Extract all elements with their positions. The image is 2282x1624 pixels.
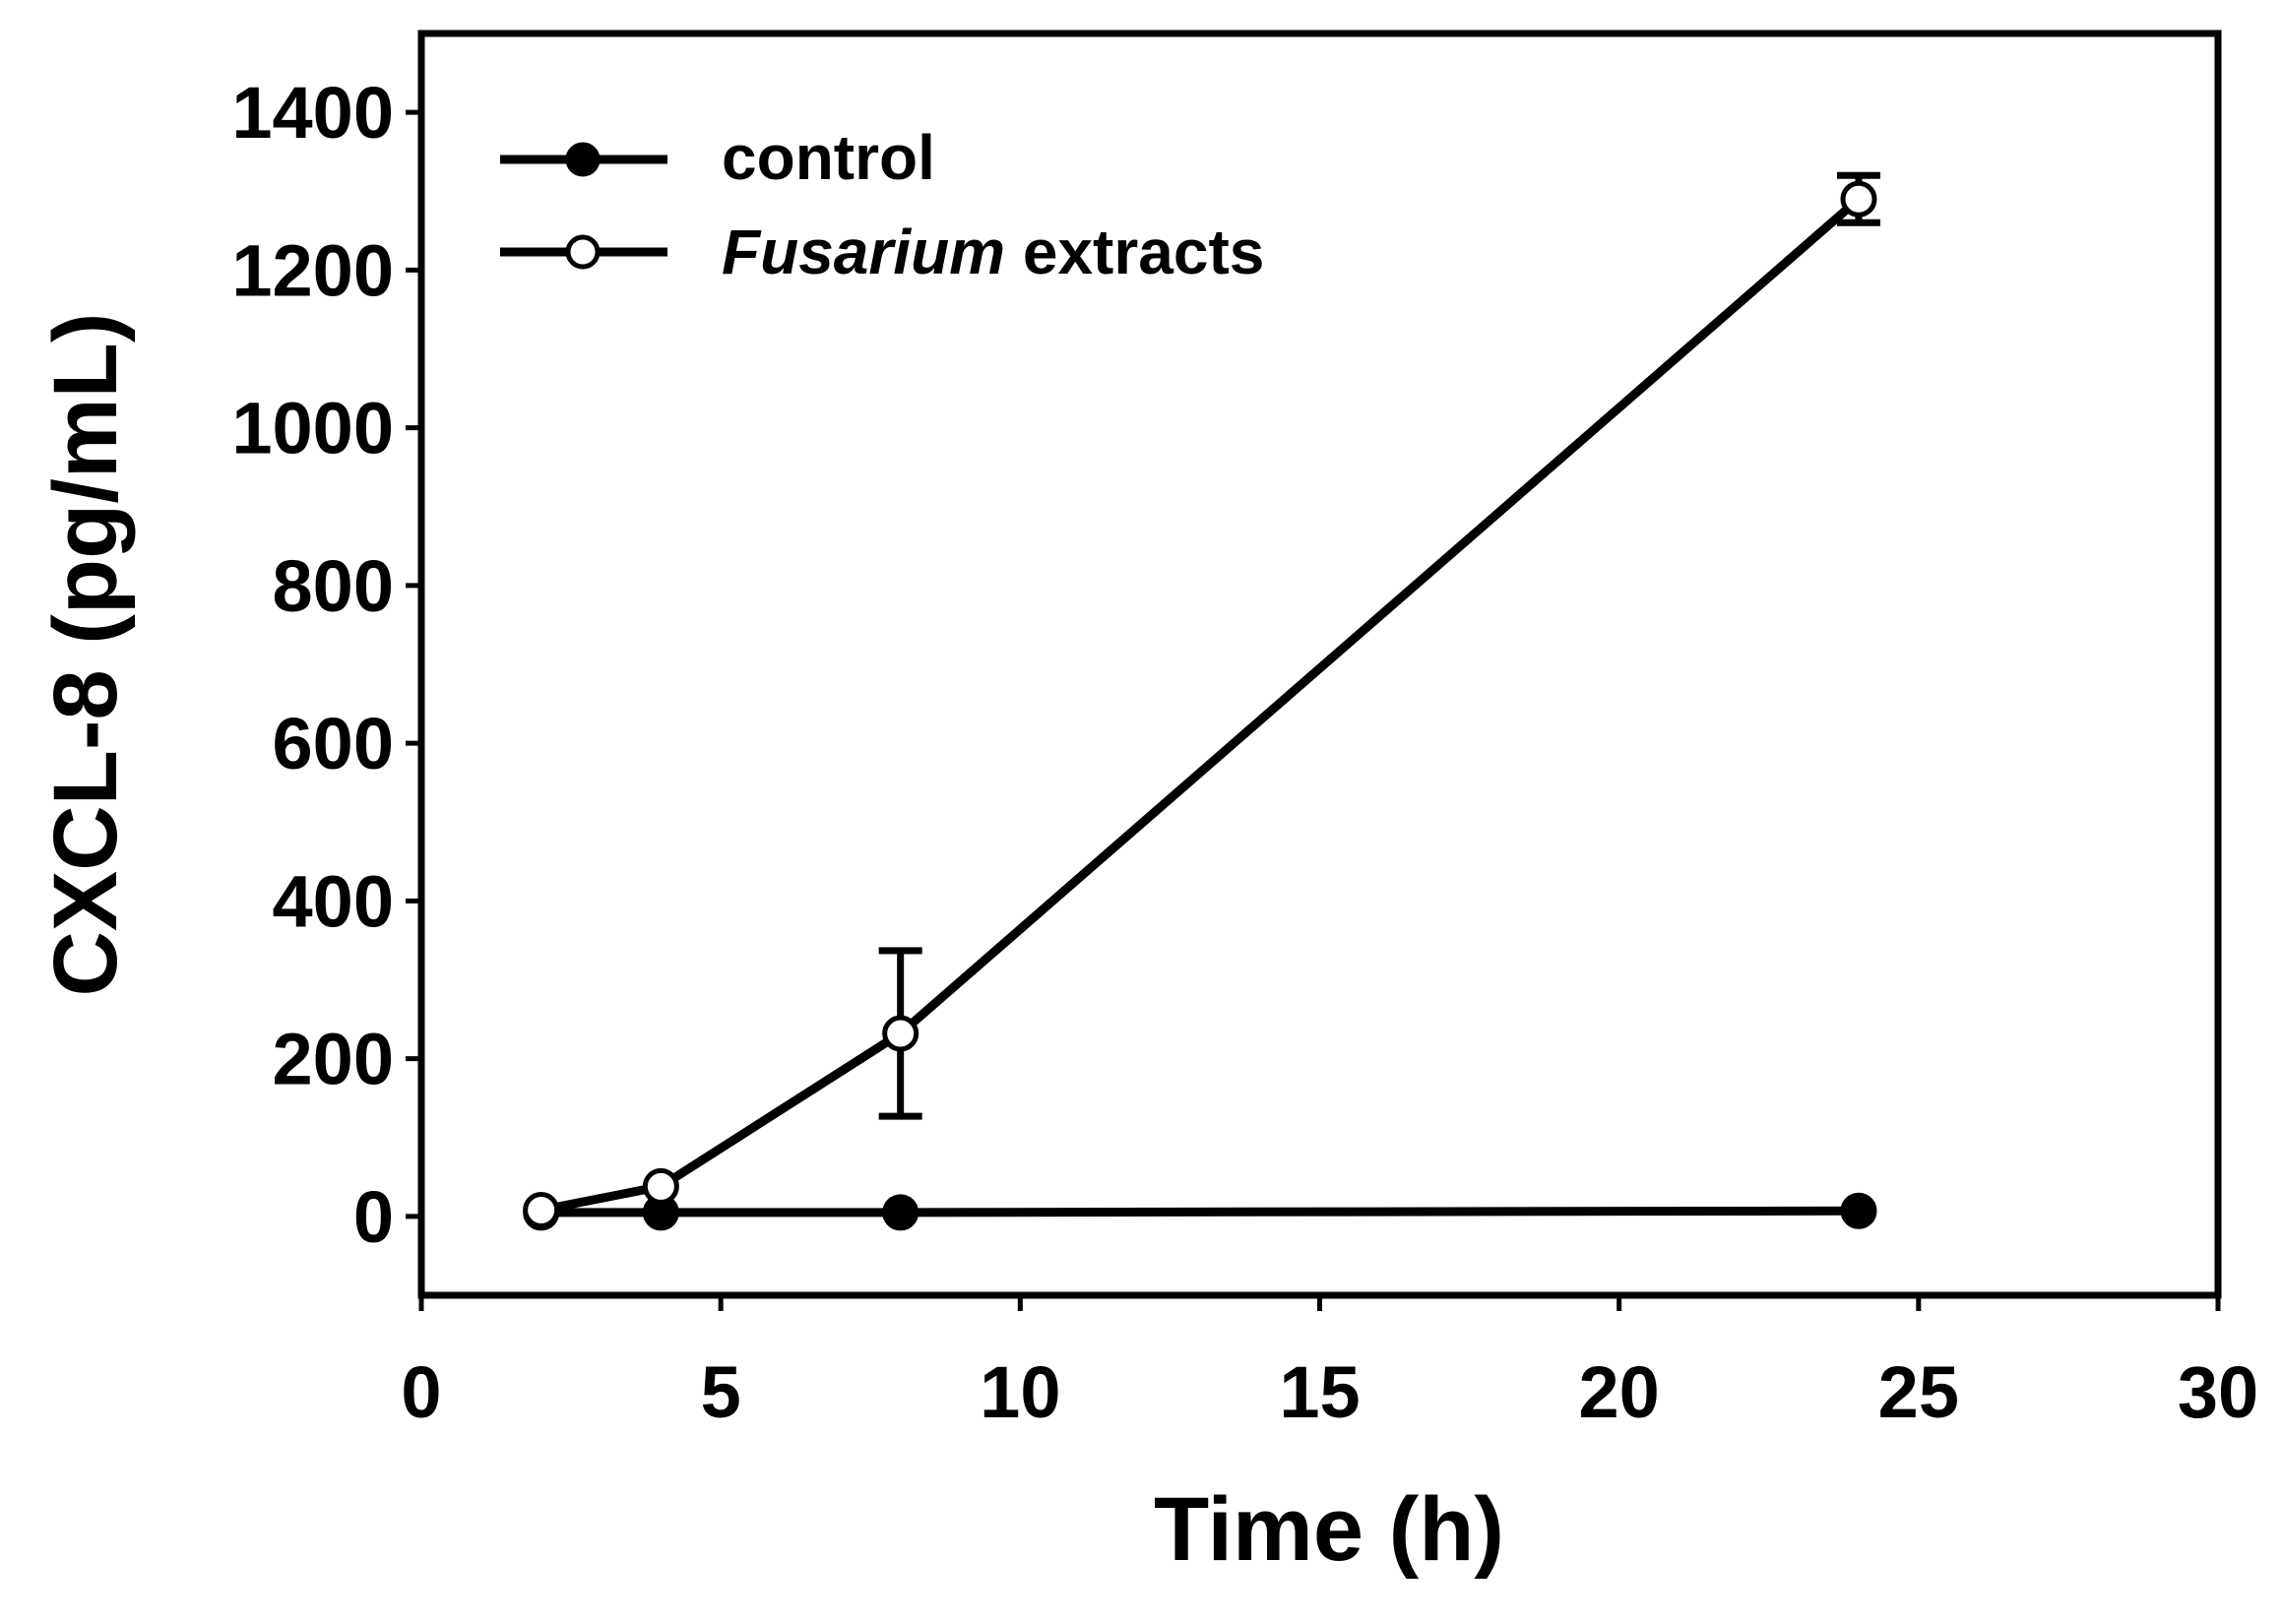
- y-axis: 0 200 400 600 800 1000 1200 1400: [231, 72, 421, 1258]
- data-point-fusarium: [882, 1015, 919, 1052]
- x-tick-label: 30: [2178, 1351, 2258, 1433]
- legend: control Fusarium extracts: [500, 122, 1264, 287]
- series-line-control: [540, 1206, 1860, 1218]
- y-tick-label: 800: [273, 545, 394, 627]
- series-control: [523, 1192, 1877, 1231]
- x-tick-label: 0: [401, 1351, 441, 1433]
- legend-label-control: control: [722, 122, 935, 193]
- y-tick-label: 1000: [231, 388, 394, 469]
- data-point-fusarium: [642, 1167, 679, 1205]
- x-tick-label: 20: [1579, 1351, 1660, 1433]
- legend-label-fusarium-rest: extracts: [1005, 217, 1264, 287]
- legend-marker-fusarium: [565, 234, 601, 270]
- series-fusarium: [523, 171, 1880, 1228]
- x-tick-label: 10: [980, 1351, 1060, 1433]
- data-point-control: [882, 1194, 919, 1231]
- y-tick-label: 600: [273, 703, 394, 784]
- x-tick-label: 15: [1279, 1351, 1360, 1433]
- data-point-fusarium: [523, 1191, 560, 1228]
- y-tick-label: 0: [353, 1176, 394, 1258]
- y-axis-title: CXCL-8 (pg/mL): [35, 312, 136, 996]
- x-axis: 0 5 10 15 20 25 30: [401, 1295, 2258, 1433]
- x-tick-label: 25: [1878, 1351, 1959, 1433]
- data-point-control: [1840, 1192, 1877, 1229]
- legend-label-fusarium: Fusarium extracts: [722, 217, 1264, 287]
- legend-marker-control: [565, 142, 601, 177]
- legend-label-fusarium-italic: Fusarium: [722, 217, 1005, 287]
- y-tick-label: 1200: [231, 229, 394, 311]
- y-tick-label: 200: [273, 1019, 394, 1100]
- series-layer: [523, 171, 1880, 1231]
- x-axis-title: Time (h): [1154, 1479, 1504, 1580]
- data-point-fusarium: [1840, 180, 1877, 218]
- y-tick-label: 1400: [231, 72, 394, 154]
- x-tick-label: 5: [701, 1351, 741, 1433]
- y-tick-label: 400: [273, 860, 394, 942]
- series-line-fusarium: [539, 195, 1862, 1215]
